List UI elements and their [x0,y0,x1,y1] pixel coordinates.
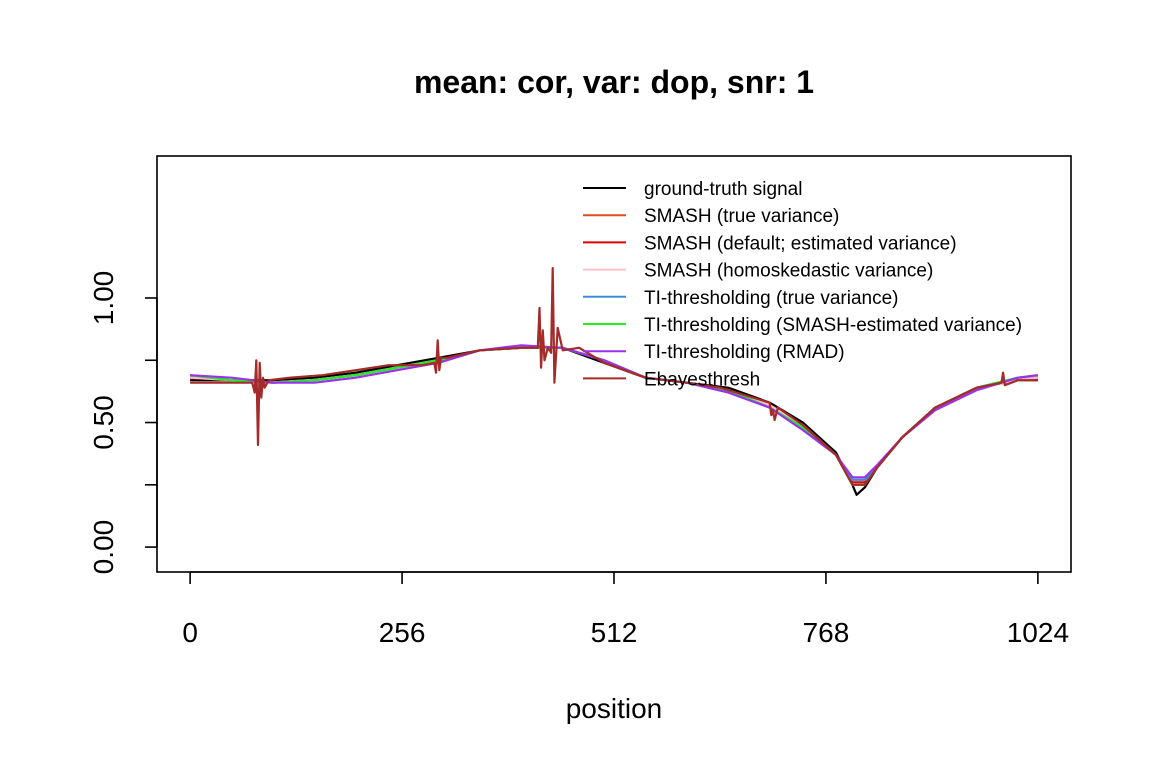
x-axis: 0 256 512 768 1024 [182,571,1069,648]
series-layer [189,267,1039,496]
legend-label: SMASH (true variance) [644,206,839,227]
y-axis: 0.00 0.50 1.00 [88,271,158,575]
x-tick-label: 768 [803,617,850,648]
x-tick-label: 1024 [1007,617,1069,648]
series-line-ti-thresholding-true-variance [189,346,1039,481]
x-tick-label: 0 [182,617,198,648]
legend-label: TI-thresholding (true variance) [644,288,899,309]
legend-label: SMASH (default; estimated variance) [644,233,957,254]
y-tick-label: 0.50 [88,395,119,450]
legend: ground-truth signal SMASH (true variance)… [583,179,1022,390]
series-line-smash-default-estimated-variance [190,346,1039,484]
x-tick-label: 256 [379,617,426,648]
legend-label: TI-thresholding (RMAD) [644,342,845,363]
x-axis-label: position [566,693,663,724]
series-line-smash-true-variance [190,346,1039,481]
series-line-ground-truth-signal [190,346,1038,496]
y-tick-label: 0.00 [88,520,119,575]
series-line-smash-homoskedastic-variance [190,346,1039,481]
series-line-ti-thresholding-rmad [190,344,1039,479]
series-line-ti-thresholding-smash-estimated-variance [189,346,1039,486]
chart-title: mean: cor, var: dop, snr: 1 [414,64,814,100]
series-line-ebayesthresh [190,267,1038,486]
legend-label: ground-truth signal [644,179,802,200]
legend-label: SMASH (homoskedastic variance) [644,261,933,282]
legend-label: TI-thresholding (SMASH-estimated varianc… [644,315,1022,336]
y-tick-label: 1.00 [88,271,119,326]
x-tick-label: 512 [591,617,638,648]
legend-label: Ebayesthresh [644,369,760,390]
